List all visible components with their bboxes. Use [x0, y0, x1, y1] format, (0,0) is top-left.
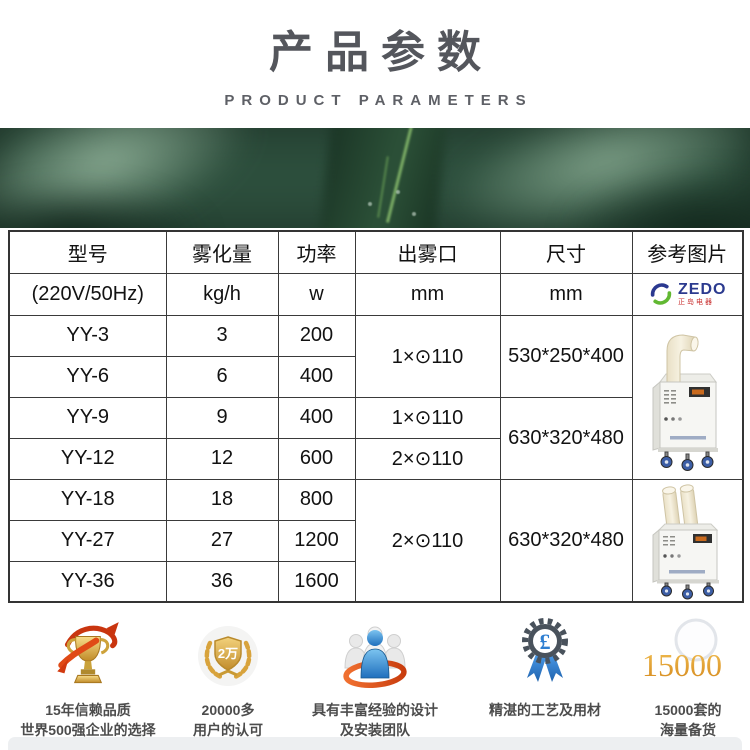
svg-text:15000: 15000: [642, 647, 722, 683]
cell-power: 1600: [277, 560, 356, 603]
page-subtitle: PRODUCT PARAMETERS: [224, 92, 533, 109]
cell-size: 530*250*400: [499, 314, 633, 398]
trophy-icon: [57, 622, 119, 684]
cell-power: 800: [277, 478, 356, 521]
water-droplet: [396, 190, 400, 194]
cell-model: YY-12: [8, 437, 167, 480]
stock-icon: 15000: [642, 618, 722, 683]
table-row: YY-27 27 1200: [8, 519, 743, 562]
cell-size: 630*320*480: [499, 396, 633, 480]
cell-model: YY-9: [8, 396, 167, 439]
page-title: 产品参数: [269, 28, 493, 77]
cell-capacity: 27: [165, 519, 279, 562]
badge-label: 15000套的 海量备货: [654, 702, 722, 738]
cell-capacity: 6: [165, 355, 279, 398]
unit-capacity: kg/h: [165, 272, 279, 316]
header-outlet: 出雾口: [354, 230, 501, 274]
water-droplet: [368, 202, 372, 206]
cell-outlet: 1×⊙110: [354, 314, 501, 398]
cell-size: 630*320*480: [499, 478, 633, 603]
cell-power: 600: [277, 437, 356, 480]
cell-power: 400: [277, 355, 356, 398]
badge-craft: £ 精湛的工艺及用材: [450, 612, 640, 720]
badge-team: 具有丰富经验的设计 及安装团队: [280, 612, 470, 740]
unit-model: (220V/50Hz): [8, 272, 167, 316]
badge-trust: 15年信赖品质 世界500强企业的选择: [0, 612, 183, 740]
bottom-section-divider: [8, 737, 742, 750]
cell-power: 1200: [277, 519, 356, 562]
cell-model: YY-36: [8, 560, 167, 603]
badge-label: 20000多 用户的认可: [193, 702, 263, 738]
table-row: YY-36 36 1600: [8, 560, 743, 603]
badge-label: 15年信赖品质 世界500强企业的选择: [20, 702, 156, 738]
laurel-medal-icon: 2万: [198, 626, 258, 686]
badge-users: 2万 20000多 用户的认可: [133, 612, 323, 740]
dual-pipe-humidifier-image: [631, 478, 744, 603]
header: 产品参数 PRODUCT PARAMETERS: [0, 16, 750, 109]
craft-medal-icon: £: [522, 618, 568, 682]
brand-name: ZEDO: [678, 281, 727, 298]
header-power: 功率: [277, 230, 356, 274]
badge-stock: 15000 15000套的 海量备货: [593, 612, 750, 740]
header-reference-image: 参考图片: [631, 230, 744, 274]
badge-label: 精湛的工艺及用材: [489, 702, 601, 718]
zedo-swirl-icon: [650, 283, 672, 305]
svg-text:£: £: [540, 629, 551, 654]
table-row: YY-18 18 800 2×⊙110 630*320*480: [8, 478, 744, 603]
unit-power: w: [277, 272, 356, 316]
badge-label: 具有丰富经验的设计 及安装团队: [312, 702, 438, 738]
team-icon: [343, 626, 407, 688]
cell-model: YY-6: [8, 355, 167, 398]
table-row: YY-3 3 200 1×⊙110 530*250*400: [8, 314, 744, 480]
cell-model: YY-3: [8, 314, 167, 357]
unit-size: mm: [499, 272, 633, 316]
brand-name-chinese: 正岛电器: [678, 299, 715, 306]
cell-model: YY-27: [8, 519, 167, 562]
water-droplet: [412, 212, 416, 216]
header-capacity: 雾化量: [165, 230, 279, 274]
cell-model: YY-18: [8, 478, 167, 521]
cell-capacity: 9: [165, 396, 279, 439]
cell-capacity: 18: [165, 478, 279, 521]
single-pipe-humidifier-image: [631, 314, 744, 480]
svg-text:2万: 2万: [218, 646, 238, 661]
cell-capacity: 12: [165, 437, 279, 480]
cell-capacity: 36: [165, 560, 279, 603]
table-row: YY-12 12 600 2×⊙110: [8, 437, 743, 480]
header-model: 型号: [8, 230, 167, 274]
cell-power: 200: [277, 314, 356, 357]
leaf-banner-image: [0, 128, 750, 228]
header-size: 尺寸: [499, 230, 633, 274]
cell-outlet: 2×⊙110: [354, 478, 501, 603]
table-header-row: 型号 雾化量 功率 出雾口 尺寸 参考图片: [8, 230, 744, 274]
spec-table: 型号 雾化量 功率 出雾口 尺寸 参考图片 (220V/50Hz) kg/h w…: [8, 230, 744, 603]
cell-outlet: 2×⊙110: [354, 437, 501, 480]
table-units-row: (220V/50Hz) kg/h w mm mm ZEDO: [8, 272, 744, 316]
cell-power: 400: [277, 396, 356, 439]
cell-capacity: 3: [165, 314, 279, 357]
cell-outlet: 1×⊙110: [354, 396, 501, 439]
unit-outlet: mm: [354, 272, 501, 316]
brand-logo-cell: ZEDO 正岛电器: [631, 272, 744, 316]
